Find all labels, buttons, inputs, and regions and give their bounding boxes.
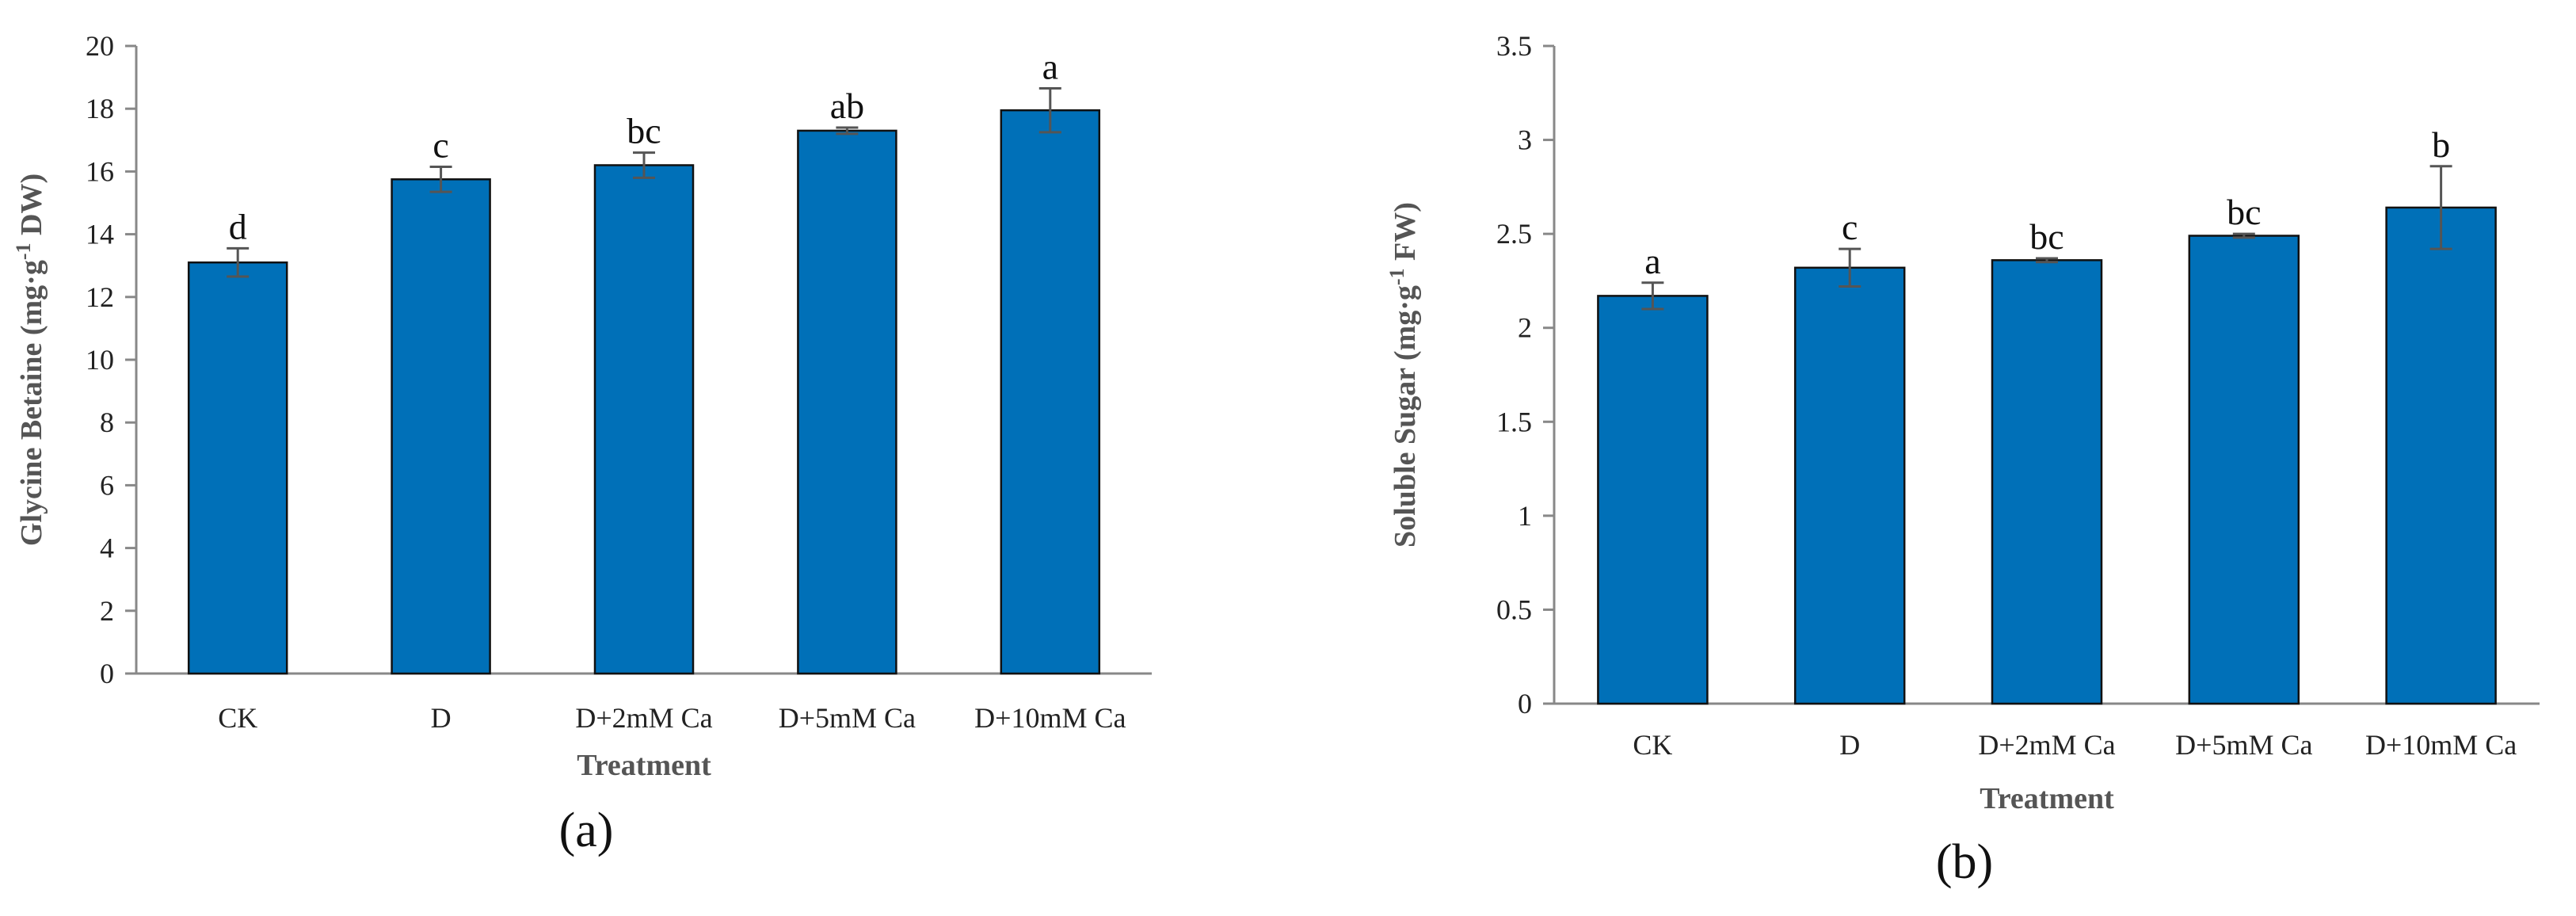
y-tick-label: 1.5 bbox=[1496, 406, 1532, 437]
y-tick-label: 3.5 bbox=[1496, 30, 1532, 62]
y-tick-label: 3 bbox=[1518, 124, 1532, 156]
x-tick-label: D+2mM Ca bbox=[575, 702, 712, 734]
y-tick-label: 18 bbox=[86, 93, 114, 124]
x-axis-title: Treatment bbox=[577, 749, 711, 782]
chart-panel-1: 0 2 4 6 8 10 12 14 16 18 20 d CK c Dbc D+2mM Ca ab D+5mM … bbox=[12, 30, 1152, 857]
significance-letter: a bbox=[1644, 241, 1660, 281]
y-tick-label: 14 bbox=[86, 219, 114, 250]
significance-letter: a bbox=[1042, 46, 1058, 86]
bar-d-5mm-ca bbox=[797, 129, 897, 675]
y-tick-label: 0 bbox=[1518, 688, 1532, 719]
bar-d-2mm-ca bbox=[593, 164, 695, 675]
y-tick-label: 4 bbox=[100, 532, 114, 564]
y-tick-label: 2 bbox=[100, 595, 114, 627]
bar-ck bbox=[187, 261, 288, 675]
x-tick-label: D bbox=[431, 702, 452, 734]
y-axis-title-tail: DW) bbox=[15, 174, 48, 243]
significance-letter: bc bbox=[2029, 216, 2063, 257]
y-axis-title-sup: -1 bbox=[1385, 268, 1408, 285]
bar-d-2mm-ca bbox=[1991, 259, 2103, 705]
x-axis-title: Treatment bbox=[1980, 782, 2114, 815]
x-tick-label: D+5mM Ca bbox=[2175, 729, 2312, 761]
chart-panel-2: 0 0.5 1 1.5 2 2.5 3 3.5 a CK c Dbc D+2mM Ca bc D+5mM C… bbox=[1385, 30, 2540, 889]
y-tick-label: 10 bbox=[86, 344, 114, 376]
bar-ck bbox=[1597, 295, 1709, 705]
y-tick-label: 6 bbox=[100, 469, 114, 501]
panel-label: (b) bbox=[1936, 835, 1993, 889]
bar-d-10mm-ca bbox=[2385, 206, 2497, 705]
x-tick-label: CK bbox=[1633, 729, 1672, 761]
panel-label: (a) bbox=[559, 803, 614, 857]
y-tick-label: 0.5 bbox=[1496, 593, 1532, 625]
y-tick-label: 1 bbox=[1518, 500, 1532, 532]
y-tick-label: 0 bbox=[100, 658, 114, 689]
x-tick-label: D+10mM Ca bbox=[974, 702, 1126, 734]
significance-letter: c bbox=[1842, 207, 1858, 247]
significance-letter: bc bbox=[627, 111, 661, 151]
y-axis-title-sup: -1 bbox=[12, 242, 35, 260]
significance-letter: bc bbox=[2227, 192, 2261, 232]
bar-d bbox=[1793, 266, 1906, 705]
y-tick-label: 12 bbox=[86, 281, 114, 313]
x-tick-label: D+10mM Ca bbox=[2365, 729, 2517, 761]
y-tick-label: 8 bbox=[100, 406, 114, 438]
x-tick-label: D bbox=[1839, 729, 1860, 761]
x-tick-label: D+2mM Ca bbox=[1978, 729, 2115, 761]
y-axis-title: Glycine Betaine (mg·g-1 DW) bbox=[12, 174, 48, 546]
bar-d-10mm-ca bbox=[1000, 109, 1101, 675]
significance-letter: d bbox=[229, 206, 247, 246]
x-tick-label: D+5mM Ca bbox=[779, 702, 916, 734]
y-tick-label: 20 bbox=[86, 30, 114, 62]
y-tick-label: 2.5 bbox=[1496, 218, 1532, 250]
significance-letter: b bbox=[2432, 124, 2450, 165]
y-axis-title-tail: FW) bbox=[1389, 202, 1422, 268]
y-tick-label: 2 bbox=[1518, 312, 1532, 344]
x-tick-label: CK bbox=[218, 702, 257, 734]
y-axis-title: Soluble Sugar (mg·g-1 FW) bbox=[1385, 202, 1422, 548]
y-axis-title-main: Soluble Sugar (mg·g bbox=[1389, 285, 1422, 548]
significance-letter: ab bbox=[830, 86, 864, 126]
significance-letter: c bbox=[433, 124, 448, 165]
y-axis-title-main: Glycine Betaine (mg·g bbox=[15, 260, 48, 546]
bar-d bbox=[391, 178, 491, 675]
bar-d-5mm-ca bbox=[2188, 235, 2300, 705]
y-tick-label: 16 bbox=[86, 155, 114, 187]
